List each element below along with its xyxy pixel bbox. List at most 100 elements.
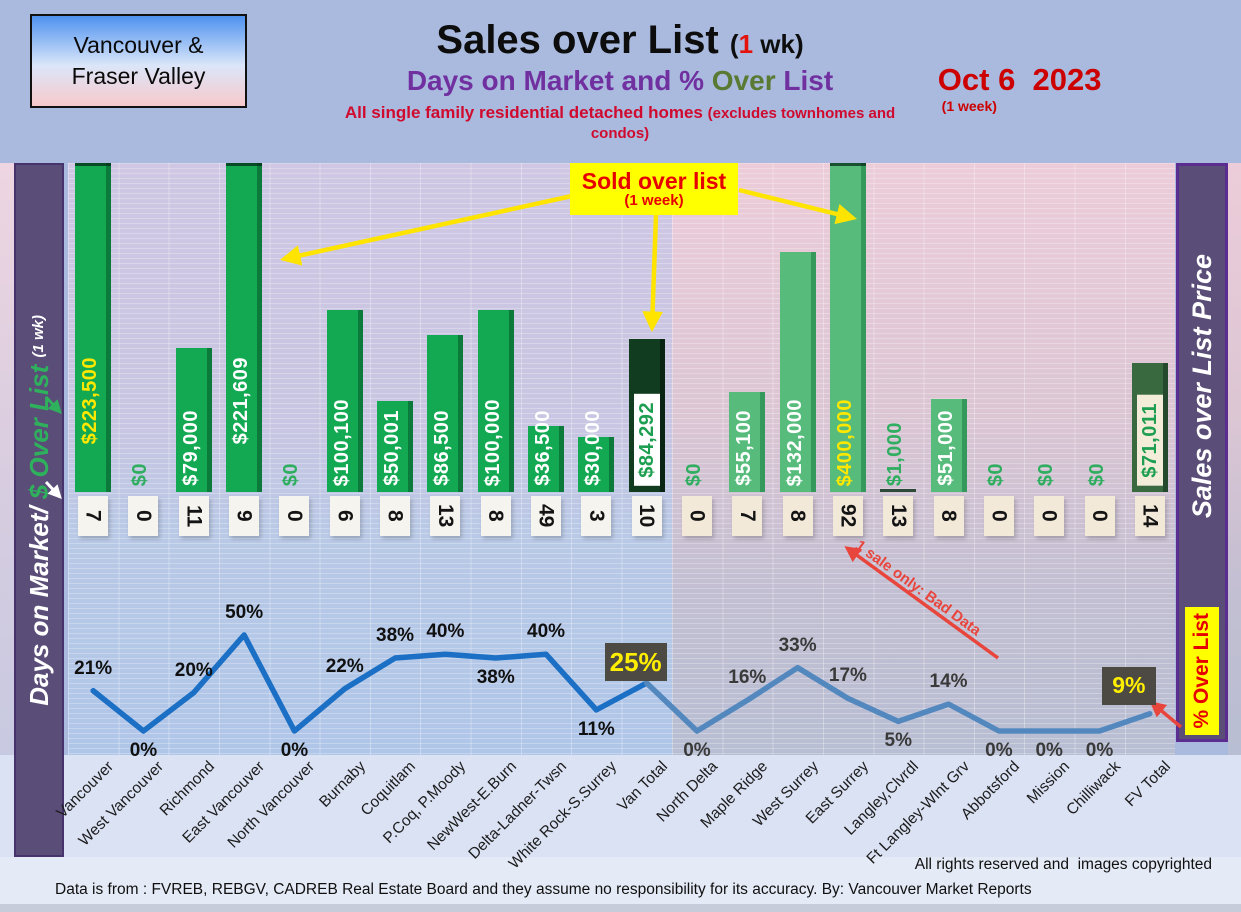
- left-axis-title-green: $ Over List: [24, 357, 54, 506]
- days-on-market-NewWest-E.Burn: 8: [480, 496, 511, 536]
- pct-over-list-label-West Surrey: 33%: [778, 634, 817, 656]
- bar-West Surrey: [779, 252, 816, 492]
- bar-value-label-Delta-Ladner-Twsn: $36,500: [532, 410, 555, 486]
- days-on-market-West Surrey: 8: [782, 496, 813, 536]
- sold-over-list-title: Sold over list: [581, 168, 727, 195]
- pct-over-list-label-East Vancouver: 50%: [225, 602, 264, 623]
- pct-over-list-label-North Delta: 0%: [683, 740, 711, 761]
- days-on-market-Van Total: 10: [631, 496, 662, 536]
- days-value: 8: [484, 510, 508, 522]
- bar-value-label-NewWest-E.Burn: $100,000: [481, 398, 504, 486]
- days-on-market-Langley,Clvrdl: 13: [883, 496, 914, 536]
- pct-over-list-label-Langley,Clvrdl: 5%: [884, 730, 912, 752]
- region-title-box: Vancouver & Fraser Valley: [30, 14, 247, 108]
- days-on-market-Abbotsford: 0: [983, 496, 1014, 536]
- sold-over-list-note: (1 week): [624, 192, 684, 210]
- days-on-market-West Vancouver: 0: [128, 496, 159, 536]
- days-on-market-Chilliwack: 0: [1084, 496, 1115, 536]
- pct-over-list-box-Van Total: 25%: [604, 643, 667, 681]
- bar-value-label-North Delta: $0: [682, 462, 705, 486]
- days-value: 13: [433, 504, 457, 528]
- days-value: 0: [685, 510, 709, 522]
- right-axis-title-wrap: Sales over List Price: [1179, 166, 1225, 606]
- pct-over-list-label-North Vancouver: 0%: [280, 740, 309, 761]
- days-value: 0: [987, 510, 1011, 522]
- pct-over-list-label-Maple Ridge: 16%: [728, 667, 767, 689]
- days-value: 0: [1037, 510, 1061, 522]
- bar-Burnaby: [326, 310, 363, 492]
- left-axis-title: Days on Market/ $ Over List (1 wk): [24, 314, 54, 706]
- days-on-market-North Vancouver: 0: [279, 496, 310, 536]
- pct-over-list-label-White Rock-S.Surrey: 11%: [577, 718, 615, 740]
- pct-over-list-label-Abbotsford: 0%: [985, 740, 1013, 761]
- x-axis-label-band: [0, 755, 1241, 857]
- disclaimer-text: Data is from : FVREB, REBGV, CADREB Real…: [55, 881, 1032, 898]
- pct-over-list-label-Chilliwack: 0%: [1085, 740, 1114, 761]
- bar-NewWest-E.Burn: [477, 310, 514, 492]
- bar-value-label-North Vancouver: $0: [280, 462, 303, 486]
- bar-value-label-FV Total: $71,011: [1136, 395, 1163, 486]
- days-value: 8: [937, 510, 961, 522]
- right-axis-title: Sales over List Price: [1186, 253, 1217, 519]
- subtitle-pre: Days on Market and %: [406, 65, 712, 96]
- days-value: 8: [786, 510, 810, 522]
- bar-value-label-East Surrey: $400,000: [833, 398, 856, 486]
- bar-value-label-Chilliwack: $0: [1085, 462, 1108, 486]
- days-on-market-P.Coq, P.Moody: 13: [430, 496, 461, 536]
- pct-over-list-label-West Vancouver: 0%: [129, 740, 158, 761]
- left-axis-bar: Days on Market/ $ Over List (1 wk): [14, 163, 64, 857]
- bar-Maple Ridge: [729, 392, 766, 492]
- left-gradient-strip: [0, 163, 14, 857]
- pct-over-list-label-Delta-Ladner-Twsn: 40%: [527, 621, 566, 643]
- left-axis-note: (1 wk): [30, 314, 47, 358]
- pct-over-list-label-East Surrey: 17%: [828, 665, 867, 687]
- bar-value-label-White Rock-S.Surrey: $30,000: [582, 410, 605, 486]
- tagline: All single family residential detached h…: [340, 103, 900, 143]
- days-value: 10: [635, 504, 659, 528]
- copyright-text: All rights reserved and images copyright…: [914, 856, 1212, 873]
- days-value: 7: [735, 510, 759, 522]
- days-value: 6: [333, 510, 357, 522]
- days-on-market-East Vancouver: 9: [229, 496, 260, 536]
- days-on-market-FV Total: 14: [1134, 496, 1165, 536]
- days-on-market-White Rock-S.Surrey: 3: [581, 496, 612, 536]
- days-value: 9: [232, 510, 256, 522]
- days-value: 11: [182, 504, 206, 528]
- left-axis-title-white: Days on Market/: [24, 505, 54, 706]
- title-note-number: 1: [738, 29, 754, 59]
- date-text: Oct 6 2023: [937, 62, 1102, 97]
- region-line1: Vancouver &: [73, 31, 204, 58]
- bar-value-label-Ft Langley-Wlnt Grv: $51,000: [934, 410, 957, 486]
- days-on-market-Coquitlam: 8: [380, 496, 411, 536]
- days-on-market-Ft Langley-Wlnt Grv: 8: [933, 496, 964, 536]
- bar-value-label-Maple Ridge: $55,100: [733, 410, 756, 486]
- subtitle-post: List: [775, 65, 834, 96]
- bar-value-label-P.Coq, P.Moody: $86,500: [431, 410, 454, 486]
- region-line2: Fraser Valley: [71, 63, 206, 89]
- days-value: 7: [81, 510, 105, 522]
- pct-over-list-label-Vancouver: 21%: [74, 657, 113, 679]
- right-axis-bar: Sales over List Price % Over List: [1176, 163, 1228, 742]
- bar-Ft Langley-Wlnt Grv: [930, 399, 967, 492]
- days-value: 0: [131, 510, 155, 522]
- sold-over-list-callout: Sold over list (1 week): [570, 163, 738, 215]
- days-value: 0: [1088, 510, 1112, 522]
- days-value: 8: [383, 510, 407, 522]
- pct-over-list-label-Mission: 0%: [1035, 740, 1063, 761]
- header-titles: Sales over List (1 wk) Days on Market an…: [340, 0, 900, 143]
- report-date: Oct 6 2023 (1 week): [920, 44, 1102, 134]
- bar-value-label-Vancouver: $223,500: [79, 356, 102, 444]
- bar-White Rock-S.Surrey: [578, 437, 615, 492]
- pct-over-list-label-Richmond: 20%: [174, 659, 213, 681]
- pct-over-list-badge-text: % Over List: [1190, 613, 1213, 729]
- days-on-market-East Surrey: 92: [832, 496, 863, 536]
- bar-value-label-Mission: $0: [1035, 462, 1058, 486]
- days-value: 92: [836, 504, 860, 528]
- pct-over-list-label-NewWest-E.Burn: 38%: [476, 667, 515, 689]
- pct-over-list-label-Ft Langley-Wlnt Grv: 14%: [929, 671, 968, 693]
- bar-East Vancouver: [226, 163, 263, 492]
- bar-value-label-Richmond: $79,000: [179, 410, 202, 486]
- days-on-market-Burnaby: 6: [329, 496, 360, 536]
- bar-value-label-Abbotsford: $0: [984, 462, 1007, 486]
